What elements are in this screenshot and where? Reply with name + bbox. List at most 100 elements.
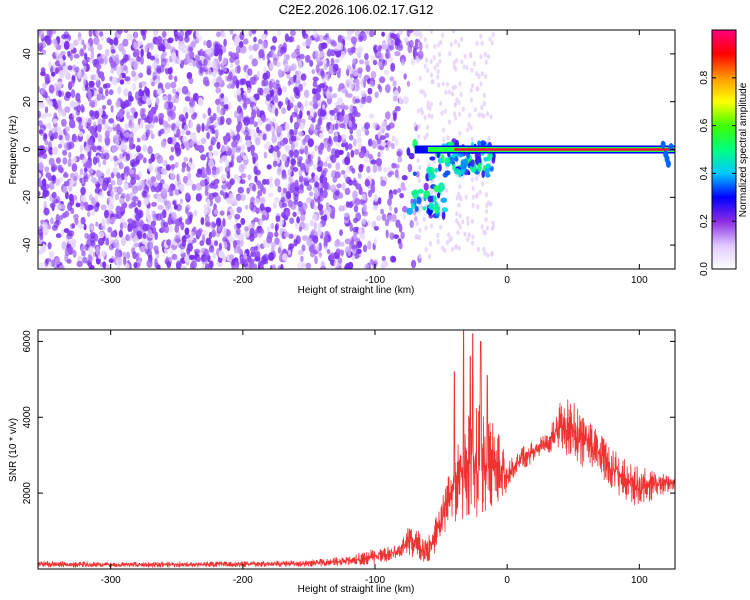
- heatmap-cell: [211, 229, 216, 238]
- heatmap-cell: [237, 113, 244, 122]
- heatmap-cell: [65, 72, 71, 80]
- heatmap-cell: [146, 68, 152, 76]
- heatmap-cell: [458, 130, 462, 136]
- heatmap-cell: [60, 229, 65, 237]
- heatmap-cell: [401, 175, 408, 181]
- heatmap-cell: [328, 86, 333, 93]
- heatmap-cell: [479, 81, 483, 87]
- heatmap-cell: [224, 103, 229, 112]
- heatmap-cell: [289, 115, 293, 124]
- heatmap-cell: [44, 73, 51, 82]
- heatmap-cell: [345, 141, 349, 151]
- heatmap-cell: [118, 162, 124, 170]
- heatmap-cell: [147, 145, 153, 155]
- heatmap-cell: [392, 189, 398, 195]
- heatmap-cell: [192, 131, 197, 141]
- heatmap-cell: [101, 182, 108, 188]
- heatmap-cell: [289, 217, 295, 224]
- heatmap-cell: [329, 110, 336, 116]
- heatmap-cell: [477, 140, 482, 147]
- heatmap-cell: [418, 75, 422, 81]
- heatmap-cell: [360, 97, 367, 105]
- heatmap-cell: [476, 86, 480, 92]
- heatmap-cell: [314, 181, 319, 188]
- heatmap-cell: [390, 30, 397, 34]
- heatmap-cell: [211, 170, 217, 176]
- heatmap-cell: [460, 59, 464, 65]
- heatmap-cell: [348, 134, 354, 141]
- heatmap-cell: [352, 58, 356, 65]
- heatmap-cell: [47, 101, 54, 107]
- heatmap-cell: [124, 76, 131, 82]
- heatmap-cell: [272, 82, 277, 89]
- heatmap-cell: [70, 79, 75, 88]
- heatmap-cell: [138, 88, 143, 97]
- carrier-band-core: [454, 148, 675, 151]
- heatmap-cell: [418, 31, 423, 40]
- heatmap-cell: [221, 155, 228, 163]
- heatmap-cell: [344, 238, 351, 245]
- heatmap-cell: [377, 61, 383, 67]
- heatmap-cell: [68, 141, 75, 149]
- heatmap-cell: [161, 30, 167, 38]
- heatmap-cell: [300, 255, 304, 263]
- heatmap-cell: [425, 43, 429, 49]
- heatmap-cell: [97, 43, 103, 51]
- heatmap-cell: [311, 68, 316, 75]
- heatmap-cell: [51, 166, 56, 173]
- heatmap-cell: [424, 57, 429, 63]
- heatmap-cell: [309, 177, 316, 183]
- heatmap-cell: [344, 187, 351, 196]
- heatmap-cell: [102, 261, 107, 269]
- heatmap-cell: [103, 152, 110, 160]
- heatmap-cell: [89, 168, 94, 175]
- heatmap-cell: [368, 153, 373, 159]
- heatmap-cell: [352, 226, 358, 233]
- heatmap-cell: [126, 111, 130, 120]
- heatmap-cell: [88, 194, 93, 201]
- heatmap-cell: [123, 30, 129, 34]
- heatmap-cell: [477, 73, 481, 80]
- heatmap-cell: [58, 166, 64, 174]
- heatmap-cell: [81, 250, 86, 257]
- heatmap-cell: [401, 59, 405, 66]
- heatmap-cell: [335, 123, 339, 130]
- heatmap-cell: [200, 173, 208, 179]
- heatmap-cell: [297, 201, 303, 207]
- heatmap-cell: [219, 109, 224, 116]
- heatmap-cell: [195, 30, 199, 38]
- heatmap-cell: [245, 80, 251, 88]
- heatmap-cell: [359, 59, 364, 65]
- heatmap-cell: [104, 209, 109, 219]
- heatmap-cell: [436, 69, 440, 75]
- heatmap-cell: [298, 177, 304, 183]
- heatmap-cell: [429, 72, 434, 78]
- heatmap-cell: [320, 261, 325, 269]
- heatmap-cell: [398, 241, 403, 250]
- heatmap-cell: [364, 178, 370, 187]
- heatmap-cell: [233, 174, 239, 180]
- heatmap-cell: [218, 69, 224, 76]
- heatmap-cell: [289, 149, 294, 159]
- heatmap-cell: [169, 171, 175, 180]
- heatmap-cell: [334, 114, 338, 121]
- heatmap-cell: [288, 233, 294, 239]
- heatmap-cell: [184, 124, 189, 131]
- x-tick-label: 0: [504, 275, 510, 286]
- heatmap-cell: [276, 150, 281, 158]
- heatmap-cell: [184, 255, 191, 263]
- heatmap-cell: [81, 157, 88, 164]
- heatmap-cell: [323, 235, 329, 245]
- heatmap-cell: [116, 30, 123, 35]
- heatmap-cell: [221, 31, 227, 39]
- heatmap-cell: [84, 201, 89, 210]
- heatmap-cell: [187, 243, 194, 252]
- heatmap-cell: [414, 216, 418, 222]
- heatmap-cell: [48, 157, 55, 166]
- heatmap-cell: [167, 110, 173, 117]
- colorbar-tick-label: 0.0: [699, 262, 710, 276]
- heatmap-cell: [318, 48, 324, 58]
- heatmap-cell: [338, 114, 344, 123]
- heatmap-cell: [476, 246, 481, 252]
- snr-series-line: [38, 330, 675, 568]
